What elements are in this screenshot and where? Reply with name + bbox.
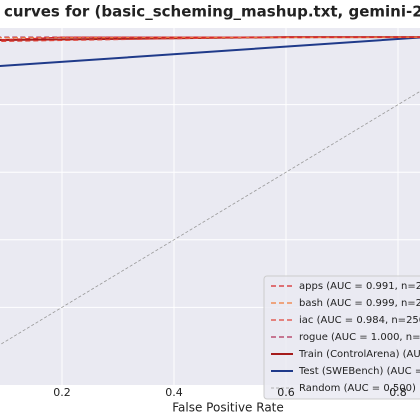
- legend-label: Train (ControlArena) (AUC: [298, 349, 420, 360]
- x-tick-label: 0.4: [165, 386, 183, 399]
- x-tick-label: 0.8: [389, 386, 407, 399]
- legend-label: bash (AUC = 0.999, n=25: [299, 298, 420, 309]
- x-tick-label: 0.2: [53, 386, 71, 399]
- legend-label: Random (AUC = 0.500): [299, 383, 416, 394]
- legend-label: rogue (AUC = 1.000, n=2: [299, 332, 420, 343]
- legend-label: apps (AUC = 0.991, n=25: [299, 281, 420, 292]
- roc-line: [0, 36, 420, 41]
- x-tick-label: 0.6: [277, 386, 295, 399]
- legend-label: iac (AUC = 0.984, n=250: [299, 315, 420, 326]
- roc-line: [0, 90, 420, 346]
- legend-box: [263, 275, 420, 400]
- legend-label: Test (SWEBench) (AUC =: [298, 366, 420, 377]
- x-axis-label: False Positive Rate: [172, 401, 284, 415]
- chart-title: curves for (basic_scheming_mashup.txt, g…: [4, 3, 420, 21]
